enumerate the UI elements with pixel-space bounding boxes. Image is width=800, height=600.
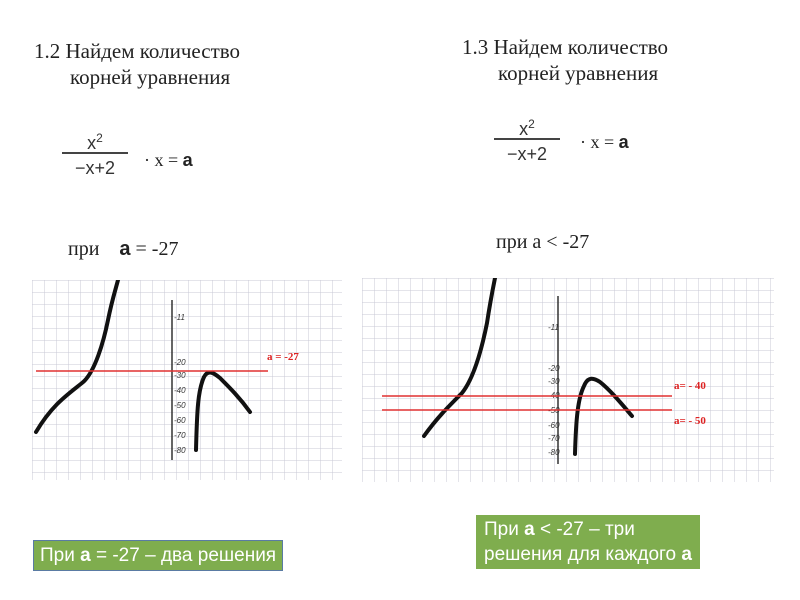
left-note-box: При а = -27 – два решения (33, 540, 284, 571)
left-condition: при a = -27 (68, 238, 178, 261)
right-note-line1-prefix: При (484, 519, 525, 540)
left-fraction: x2 −x+2 (60, 126, 130, 180)
left-note-var: а (80, 545, 91, 566)
right-fraction-denominator: −x+2 (506, 144, 548, 164)
y-tick-label: -11 (548, 323, 559, 332)
right-heading-line2: корней уравнения (498, 61, 659, 85)
left-fraction-denominator: −x+2 (74, 158, 116, 178)
line-label-a-minus-50: a= - 50 (674, 415, 706, 427)
left-condition-var: a (119, 238, 131, 260)
y-tick-label: -20 (174, 358, 186, 367)
right-note-line1: При а < -27 – три (484, 517, 692, 542)
right-condition: при а < -27 (496, 231, 590, 253)
right-fraction-numerator: x (519, 119, 529, 139)
left-note-rest: = -27 – два решения (90, 545, 277, 566)
right-equation-rest: · x = (580, 132, 619, 152)
left-heading-line1: 1.2 Найдем количество (34, 39, 241, 63)
line-label-a-minus-27: a = -27 (267, 351, 299, 363)
right-note-line2-text: решения для каждого (484, 544, 682, 565)
left-equation: · x = a (144, 150, 193, 171)
y-tick-label: -30 (548, 377, 560, 386)
right-equation: · x = a (580, 132, 629, 153)
right-note-line1-rest: < -27 – три (534, 519, 635, 540)
right-fraction: x2 −x+2 (492, 112, 562, 166)
curve-left-branch (34, 280, 120, 434)
left-equation-rest: · x = (144, 150, 183, 170)
y-tick-label: -60 (174, 416, 186, 425)
y-tick-label: -11 (174, 313, 185, 322)
right-note-line2-var: а (681, 544, 692, 565)
y-tick-label: -80 (174, 446, 186, 455)
fraction-bar (494, 138, 560, 140)
y-tick-label: -30 (174, 371, 186, 380)
right-equation-var: a (618, 132, 629, 152)
right-graph-svg: -11 -20 -30 -40 -50 -60 -70 -80 a= - 40 … (362, 278, 774, 482)
left-note-prefix: При (40, 545, 81, 566)
right-note-box: При а < -27 – три решения для каждого а (476, 515, 700, 569)
left-equation-var: a (182, 150, 193, 170)
y-tick-label: -70 (174, 431, 186, 440)
y-tick-label: -80 (548, 448, 560, 457)
grid (362, 278, 774, 482)
y-tick-labels: -11 -20 -30 -40 -50 -60 -70 -80 (174, 313, 186, 455)
left-graph-svg: -11 -20 -30 -40 -50 -60 -70 -80 a = -27 (32, 280, 342, 480)
y-tick-label: -20 (548, 364, 560, 373)
fraction-bar (62, 152, 128, 154)
right-note-line1-var: а (524, 519, 535, 540)
grid (32, 280, 342, 480)
y-tick-label: -40 (174, 386, 186, 395)
left-graph: -11 -20 -30 -40 -50 -60 -70 -80 a = -27 (32, 280, 342, 480)
y-tick-label: -70 (548, 434, 560, 443)
left-fraction-power: 2 (96, 131, 103, 145)
right-graph: -11 -20 -30 -40 -50 -60 -70 -80 a= - 40 … (362, 278, 774, 482)
left-heading-line2: корней уравнения (70, 65, 231, 89)
left-fraction-numerator: x (87, 133, 97, 153)
y-tick-label: -60 (548, 421, 560, 430)
curve-right-branch (194, 370, 252, 452)
right-heading-line1: 1.3 Найдем количество (462, 35, 669, 59)
left-condition-prefix: при (68, 238, 100, 260)
left-condition-rest: = -27 (130, 238, 179, 260)
line-label-a-minus-40: a= - 40 (674, 380, 706, 392)
y-tick-label: -50 (174, 401, 186, 410)
right-note-line2: решения для каждого а (484, 542, 692, 567)
right-fraction-power: 2 (528, 117, 535, 131)
curve-left-branch (422, 278, 497, 438)
